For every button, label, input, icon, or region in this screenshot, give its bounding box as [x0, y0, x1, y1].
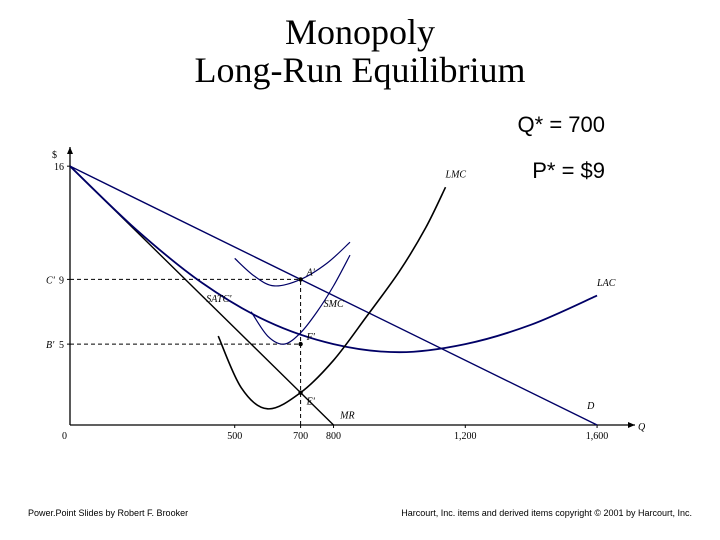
svg-text:$: $	[52, 150, 57, 161]
q-star-label: Q* = 700	[518, 112, 605, 138]
svg-text:A': A'	[306, 267, 316, 278]
svg-text:700: 700	[293, 431, 308, 442]
svg-text:LMC: LMC	[445, 170, 467, 181]
svg-text:Q: Q	[638, 422, 645, 433]
svg-text:800: 800	[326, 431, 341, 442]
svg-text:1,600: 1,600	[586, 431, 609, 442]
title-line-2: Long-Run Equilibrium	[195, 50, 526, 90]
svg-text:D: D	[586, 401, 595, 412]
svg-text:MR: MR	[339, 411, 354, 422]
svg-text:0: 0	[62, 431, 67, 442]
svg-text:C': C'	[46, 275, 56, 286]
svg-text:F': F'	[306, 332, 316, 343]
monopoly-chart: 5 9 16$0 500 700 800 1,200 1,600 Q D MR LAC LMC SATC'…	[25, 140, 645, 470]
svg-text:B': B'	[46, 340, 55, 351]
title-line-1: Monopoly	[285, 12, 435, 52]
svg-text:1,200: 1,200	[454, 431, 477, 442]
svg-text:LAC: LAC	[596, 278, 616, 289]
footer-right: Harcourt, Inc. items and derived items c…	[401, 508, 692, 518]
svg-text:500: 500	[227, 431, 242, 442]
svg-text:E': E'	[306, 397, 316, 408]
svg-text:5: 5	[59, 340, 64, 351]
slide-footer: Power.Point Slides by Robert F. Brooker …	[28, 508, 692, 518]
slide-title: Monopoly Long-Run Equilibrium	[0, 14, 720, 90]
svg-text:SMC: SMC	[324, 299, 344, 310]
footer-left: Power.Point Slides by Robert F. Brooker	[28, 508, 188, 518]
svg-text:SATC': SATC'	[206, 294, 232, 305]
svg-text:16: 16	[54, 162, 64, 173]
svg-text:9: 9	[59, 275, 64, 286]
